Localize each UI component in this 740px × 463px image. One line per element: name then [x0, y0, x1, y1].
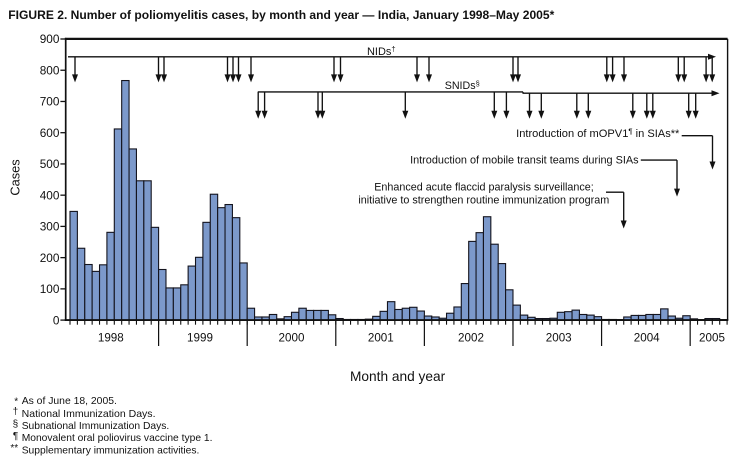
svg-text:As of June 18, 2005.: As of June 18, 2005. — [22, 396, 117, 407]
svg-text:500: 500 — [40, 157, 60, 171]
svg-text:**: ** — [10, 443, 18, 454]
svg-text:Enhanced acute flaccid paralys: Enhanced acute flaccid paralysis surveil… — [374, 182, 594, 194]
svg-text:400: 400 — [40, 188, 60, 202]
svg-text:Introduction of mobile transit: Introduction of mobile transit teams dur… — [410, 154, 639, 166]
svg-text:100: 100 — [40, 282, 60, 296]
svg-text:National Immunization Days.: National Immunization Days. — [22, 409, 156, 420]
svg-text:*: * — [14, 397, 18, 408]
svg-text:Monovalent oral poliovirus vac: Monovalent oral poliovirus vaccine type … — [22, 433, 213, 444]
svg-text:2001: 2001 — [368, 331, 394, 345]
svg-text:2005: 2005 — [699, 331, 725, 345]
svg-text:1998: 1998 — [98, 331, 124, 345]
svg-text:Subnational Immunization Days.: Subnational Immunization Days. — [22, 421, 170, 432]
svg-text:0: 0 — [53, 313, 60, 327]
svg-text:SNIDs§: SNIDs§ — [445, 79, 480, 92]
svg-text:§: § — [13, 419, 19, 430]
svg-text:600: 600 — [40, 126, 60, 140]
svg-text:Supplementary immunization act: Supplementary immunization activities. — [22, 445, 200, 456]
svg-text:NIDs†: NIDs† — [367, 45, 396, 58]
svg-text:2002: 2002 — [458, 331, 484, 345]
svg-text:2003: 2003 — [546, 331, 572, 345]
svg-text:Cases: Cases — [7, 159, 22, 195]
svg-text:300: 300 — [40, 220, 60, 234]
svg-text:2000: 2000 — [279, 331, 305, 345]
svg-text:900: 900 — [40, 32, 60, 46]
svg-text:1999: 1999 — [187, 331, 213, 345]
svg-text:initiative to strengthen routi: initiative to strengthen routine immuniz… — [358, 194, 609, 206]
svg-text:700: 700 — [40, 95, 60, 109]
svg-text:Introduction of mOPV1¶ in SIAs: Introduction of mOPV1¶ in SIAs** — [516, 127, 680, 140]
svg-text:200: 200 — [40, 251, 60, 265]
svg-text:2004: 2004 — [634, 331, 660, 345]
svg-text:¶: ¶ — [13, 431, 18, 442]
svg-text:FIGURE 2. Number of poliomyeli: FIGURE 2. Number of poliomyelitis cases,… — [8, 8, 554, 22]
svg-text:†: † — [13, 407, 19, 418]
svg-text:800: 800 — [40, 63, 60, 77]
svg-text:Month and year: Month and year — [350, 369, 446, 384]
